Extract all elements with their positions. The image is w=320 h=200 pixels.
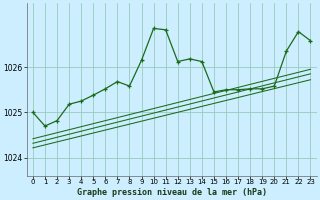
X-axis label: Graphe pression niveau de la mer (hPa): Graphe pression niveau de la mer (hPa) [77, 188, 267, 197]
